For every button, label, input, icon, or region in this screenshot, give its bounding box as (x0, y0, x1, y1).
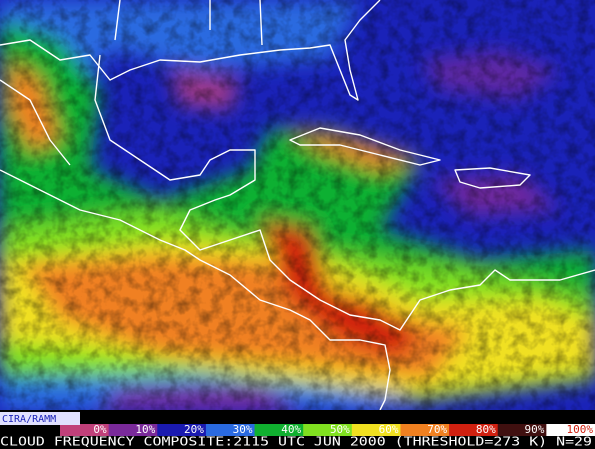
coastlines (0, 0, 595, 410)
colorbar-label: 30% (233, 423, 253, 436)
colorbar-swatch (449, 424, 499, 436)
colorbar-swatch (60, 424, 110, 436)
colorbar-label: 70% (427, 423, 447, 436)
colorbar-swatch (351, 424, 401, 436)
cloud-image (0, 0, 595, 410)
colorbar-label: 20% (184, 423, 204, 436)
colorbar-swatch (546, 424, 595, 436)
colorbar-swatch (303, 424, 353, 436)
colorbar-swatch (205, 424, 256, 436)
colorbar: 0% 10% 20% 30% 40% 50% 60% 70% 80% 90% 100% (60, 423, 595, 436)
colorbar-label: 50% (330, 423, 350, 436)
credit: CIRA/RAMM (2, 414, 56, 425)
colorbar-swatch (400, 424, 450, 436)
colorbar-label: 80% (476, 423, 496, 436)
caption-bg (0, 436, 595, 449)
colorbar-label: 100% (567, 423, 594, 436)
caption: CLOUD FREQUENCY COMPOSITE:2115 UTC JUN 2… (0, 435, 592, 449)
colorbar-label: 60% (379, 423, 399, 436)
colorbar-swatch (254, 424, 304, 436)
colorbar-swatch (157, 424, 207, 436)
colorbar-label: 90% (524, 423, 544, 436)
colorbar-swatch (497, 424, 547, 436)
colorbar-swatch (108, 424, 158, 436)
credit-box (0, 412, 80, 425)
colorbar-label: 0% (93, 423, 107, 436)
colorbar-label: 10% (135, 423, 155, 436)
colorbar-label: 40% (281, 423, 301, 436)
